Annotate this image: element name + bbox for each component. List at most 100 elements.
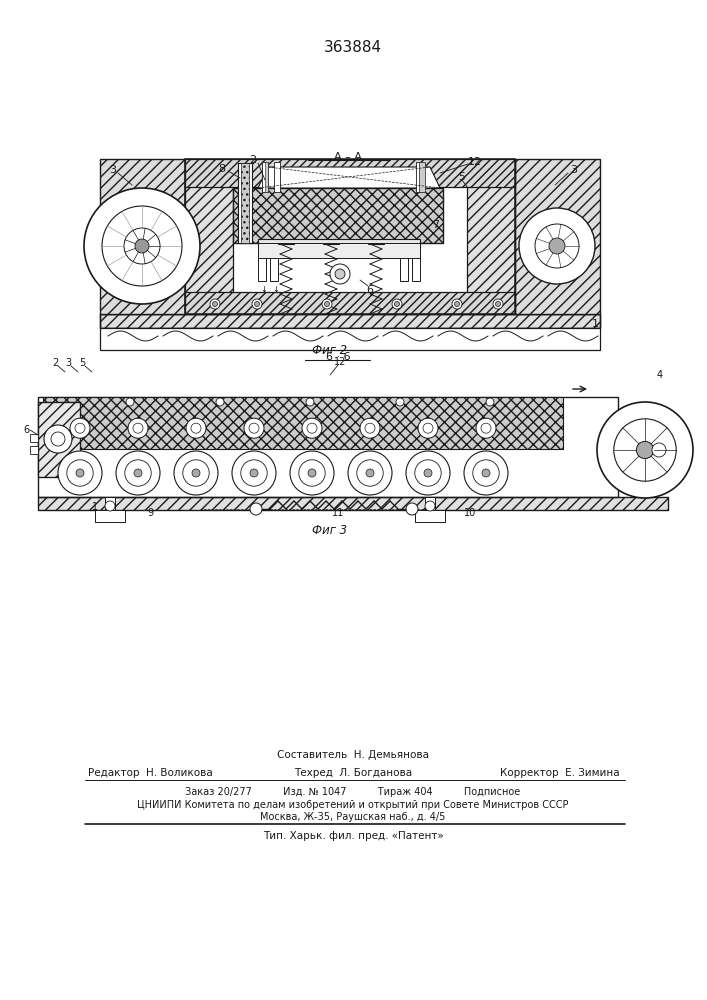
Circle shape bbox=[192, 469, 200, 477]
Text: 3: 3 bbox=[65, 358, 71, 368]
Bar bbox=[100, 159, 185, 314]
Bar bbox=[265, 162, 268, 192]
Bar bbox=[38, 497, 668, 510]
Text: Тип. Харьк. фил. пред. «Патент»: Тип. Харьк. фил. пред. «Патент» bbox=[262, 831, 443, 841]
Circle shape bbox=[124, 228, 160, 264]
Text: 3: 3 bbox=[571, 165, 578, 175]
Circle shape bbox=[597, 402, 693, 498]
Circle shape bbox=[406, 451, 450, 495]
Circle shape bbox=[496, 302, 501, 306]
Bar bbox=[105, 497, 115, 515]
Circle shape bbox=[452, 299, 462, 309]
Text: 6: 6 bbox=[366, 285, 373, 295]
Text: 11: 11 bbox=[332, 508, 344, 518]
Bar bbox=[515, 159, 600, 314]
Circle shape bbox=[392, 299, 402, 309]
Bar bbox=[185, 159, 515, 187]
Text: 1: 1 bbox=[92, 502, 98, 512]
Circle shape bbox=[302, 418, 322, 438]
Circle shape bbox=[549, 238, 565, 254]
Bar bbox=[100, 328, 600, 350]
Text: 2: 2 bbox=[52, 358, 58, 368]
Circle shape bbox=[134, 469, 142, 477]
Text: 3: 3 bbox=[110, 165, 117, 175]
Circle shape bbox=[213, 302, 218, 306]
Bar bbox=[467, 159, 515, 314]
Circle shape bbox=[126, 398, 134, 406]
Circle shape bbox=[395, 302, 399, 306]
Bar bbox=[419, 162, 425, 192]
Bar bbox=[412, 243, 420, 281]
Circle shape bbox=[58, 451, 102, 495]
Circle shape bbox=[44, 425, 72, 453]
Bar bbox=[400, 243, 408, 281]
Text: ↓: ↓ bbox=[260, 284, 267, 294]
Circle shape bbox=[330, 264, 350, 284]
Bar bbox=[258, 243, 266, 281]
Bar bbox=[233, 188, 443, 243]
Bar bbox=[30, 446, 38, 454]
Circle shape bbox=[455, 302, 460, 306]
Bar bbox=[238, 163, 252, 243]
Bar bbox=[233, 188, 443, 243]
Circle shape bbox=[482, 469, 490, 477]
Circle shape bbox=[325, 302, 329, 306]
Circle shape bbox=[306, 398, 314, 406]
Text: 363884: 363884 bbox=[324, 40, 382, 55]
Text: 10: 10 bbox=[464, 508, 476, 518]
Text: ↓: ↓ bbox=[272, 284, 279, 294]
Circle shape bbox=[348, 451, 392, 495]
Bar bbox=[515, 159, 600, 314]
Bar bbox=[43, 397, 563, 449]
Circle shape bbox=[84, 188, 200, 304]
Circle shape bbox=[186, 418, 206, 438]
Text: 12: 12 bbox=[334, 357, 346, 367]
Circle shape bbox=[335, 269, 345, 279]
Bar bbox=[38, 497, 668, 510]
Bar bbox=[274, 162, 280, 192]
Circle shape bbox=[476, 418, 496, 438]
Polygon shape bbox=[258, 167, 440, 188]
Circle shape bbox=[308, 469, 316, 477]
Text: Фиг 2: Фиг 2 bbox=[312, 344, 348, 357]
Text: Техред  Л. Богданова: Техред Л. Богданова bbox=[294, 768, 412, 778]
Circle shape bbox=[244, 418, 264, 438]
Text: Корректор  Е. Зимина: Корректор Е. Зимина bbox=[500, 768, 620, 778]
Bar bbox=[258, 239, 420, 247]
Bar bbox=[100, 159, 185, 314]
Bar bbox=[425, 497, 435, 515]
Bar bbox=[241, 163, 249, 243]
Text: Составитель  Н. Демьянова: Составитель Н. Демьянова bbox=[277, 750, 429, 760]
Text: 5: 5 bbox=[79, 358, 85, 368]
Bar bbox=[38, 402, 80, 477]
Circle shape bbox=[135, 239, 149, 253]
Text: 6 · 6: 6 · 6 bbox=[326, 352, 350, 362]
Circle shape bbox=[250, 503, 262, 515]
Circle shape bbox=[250, 469, 258, 477]
Bar bbox=[653, 445, 665, 455]
Bar bbox=[262, 162, 268, 192]
Bar bbox=[185, 159, 233, 314]
Text: Заказ 20/277          Изд. № 1047          Тираж 404          Подписное: Заказ 20/277 Изд. № 1047 Тираж 404 Подпи… bbox=[185, 787, 520, 797]
Bar bbox=[30, 434, 38, 442]
Bar bbox=[185, 159, 515, 314]
Circle shape bbox=[425, 501, 435, 511]
Circle shape bbox=[418, 418, 438, 438]
Circle shape bbox=[493, 299, 503, 309]
Text: А – А: А – А bbox=[334, 152, 362, 162]
Text: Редактор  Н. Воликова: Редактор Н. Воликова bbox=[88, 768, 212, 778]
Bar bbox=[185, 292, 515, 314]
Circle shape bbox=[174, 451, 218, 495]
Bar bbox=[100, 314, 600, 328]
Circle shape bbox=[464, 451, 508, 495]
Text: 7: 7 bbox=[433, 220, 440, 230]
Bar bbox=[415, 510, 445, 522]
Text: Москва, Ж-35, Раушская наб., д. 4/5: Москва, Ж-35, Раушская наб., д. 4/5 bbox=[260, 812, 445, 822]
Bar bbox=[100, 314, 600, 328]
Bar bbox=[95, 510, 125, 522]
Circle shape bbox=[406, 503, 418, 515]
Circle shape bbox=[519, 208, 595, 284]
Circle shape bbox=[360, 418, 380, 438]
Circle shape bbox=[216, 398, 224, 406]
Circle shape bbox=[652, 443, 666, 457]
